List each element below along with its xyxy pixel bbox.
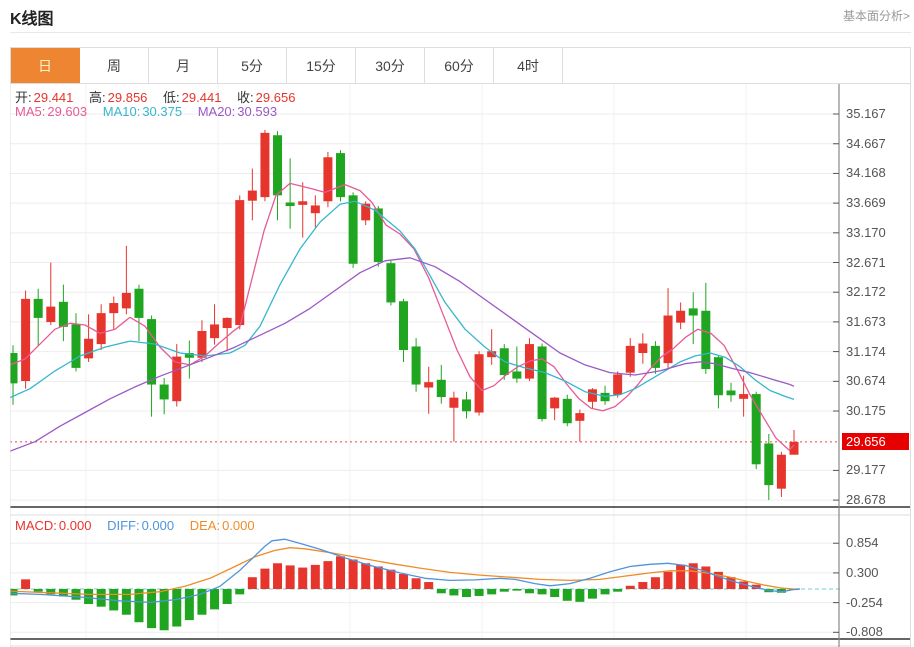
axis-tick-label: 32.172	[846, 284, 886, 300]
tab-month[interactable]: 月	[149, 48, 218, 83]
high-value: 29.856	[107, 90, 148, 105]
diff-label: DIFF:	[107, 518, 140, 533]
diff-value: 0.000	[141, 518, 175, 533]
open-value: 29.441	[33, 90, 74, 105]
axis-tick-label: 34.168	[846, 165, 886, 181]
current-price-badge: 29.656	[842, 433, 909, 451]
macd-value: 0.000	[58, 518, 92, 533]
ma5-label: MA5:	[15, 104, 46, 119]
axis-tick-label: 35.167	[846, 106, 886, 121]
high-label: 高:	[89, 90, 106, 105]
axis-tick-label: 0.300	[846, 564, 879, 580]
macd-label: MACD:	[15, 518, 57, 533]
period-tabbar: 日 周 月 5分 15分 30分 60分 4时	[10, 47, 911, 84]
ma20-value: 30.593	[237, 104, 278, 119]
tabbar-spacer	[563, 48, 910, 83]
low-value: 29.441	[181, 90, 222, 105]
axis-tick-label: 28.678	[846, 492, 886, 508]
chart-svg	[10, 84, 911, 647]
page-title: K线图	[10, 11, 54, 28]
ma20-label: MA20:	[197, 104, 236, 119]
tab-60min[interactable]: 60分	[425, 48, 494, 83]
axis-tick-label: 32.671	[846, 254, 886, 270]
axis-tick-label: 31.673	[846, 313, 886, 329]
ma10-value: 30.375	[142, 104, 183, 119]
tab-day[interactable]: 日	[11, 48, 80, 83]
axis-tick-label: 29.177	[846, 462, 886, 478]
fundamental-analysis-link[interactable]: 基本面分析>	[842, 9, 910, 23]
axis-tick-label: 30.674	[846, 373, 886, 389]
axis-tick-label: 33.170	[846, 224, 886, 240]
axis-tick-label: 31.174	[846, 343, 886, 359]
tab-15min[interactable]: 15分	[287, 48, 356, 83]
macd-readout: MACD: 0.000 DIFF: 0.000 DEA: 0.000	[15, 518, 257, 533]
close-label: 收:	[237, 90, 254, 105]
header-divider	[10, 32, 911, 33]
axis-tick-label: -0.808	[846, 624, 883, 640]
dea-label: DEA:	[189, 518, 221, 533]
low-label: 低:	[163, 90, 180, 105]
axis-tick-label: -0.254	[846, 594, 883, 610]
ohlc-readout: 开: 29.441 高: 29.856 低: 29.441 收: 29.656	[15, 87, 297, 106]
close-value: 29.656	[255, 90, 296, 105]
axis-tick-label: 34.667	[846, 135, 886, 151]
axis-tick-label: 30.175	[846, 403, 886, 419]
axis-tick-label: 33.669	[846, 195, 886, 211]
tab-4hour[interactable]: 4时	[494, 48, 563, 83]
ma5-value: 29.603	[47, 104, 88, 119]
axis-tick-label: 0.854	[846, 535, 879, 551]
open-label: 开:	[15, 90, 32, 105]
tab-30min[interactable]: 30分	[356, 48, 425, 83]
dea-value: 0.000	[222, 518, 255, 533]
tab-week[interactable]: 周	[80, 48, 149, 83]
ma-readout: MA5: 29.603 MA10: 30.375 MA20: 30.593	[15, 104, 279, 119]
tab-5min[interactable]: 5分	[218, 48, 287, 83]
ma10-label: MA10:	[102, 104, 141, 119]
kline-chart-canvas[interactable]: 开: 29.441 高: 29.856 低: 29.441 收: 29.656 MA5:…	[10, 84, 911, 647]
